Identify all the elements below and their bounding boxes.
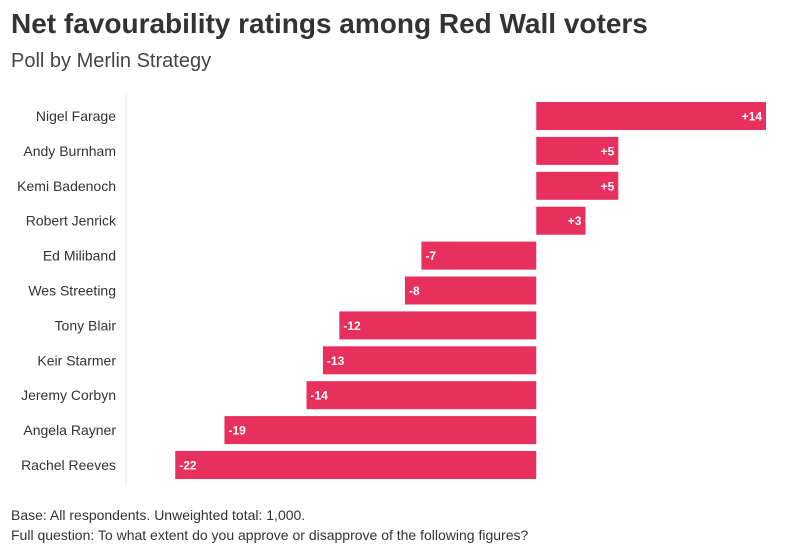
data-label-tony-blair: -12 xyxy=(343,319,361,333)
bar-ed-miliband xyxy=(421,241,537,270)
bar-angela-rayner xyxy=(224,416,537,445)
footer-base-note: Base: All respondents. Unweighted total:… xyxy=(11,507,306,523)
category-label-kemi-badenoch: Kemi Badenoch xyxy=(17,178,116,194)
data-label-andy-burnham: +5 xyxy=(601,144,615,158)
data-label-jeremy-corbyn: -14 xyxy=(311,389,329,403)
category-label-andy-burnham: Andy Burnham xyxy=(23,143,116,159)
bar-kemi-badenoch xyxy=(536,171,619,200)
data-label-robert-jenrick: +3 xyxy=(568,214,582,228)
bar-rachel-reeves xyxy=(175,451,537,479)
bar-tony-blair xyxy=(339,311,537,340)
category-label-tony-blair: Tony Blair xyxy=(55,317,117,333)
data-label-keir-starmer: -13 xyxy=(327,354,345,368)
bar-keir-starmer xyxy=(322,346,537,375)
data-label-ed-miliband: -7 xyxy=(425,249,436,263)
category-label-jeremy-corbyn: Jeremy Corbyn xyxy=(21,387,116,403)
chart-subtitle: Poll by Merlin Strategy xyxy=(11,50,212,72)
bar-chart: Nigel Farage Andy Burnham Kemi Badenoch Rob… xyxy=(17,94,766,487)
data-label-nigel-farage: +14 xyxy=(742,110,763,124)
footer-question-note: Full question: To what extent do you app… xyxy=(11,527,529,543)
category-label-nigel-farage: Nigel Farage xyxy=(36,108,116,124)
category-label-wes-streeting: Wes Streeting xyxy=(28,283,116,299)
chart-title: Net favourability ratings among Red Wall… xyxy=(11,8,648,39)
data-label-kemi-badenoch: +5 xyxy=(601,179,615,193)
bar-robert-jenrick xyxy=(536,206,586,235)
bar-nigel-farage xyxy=(536,102,766,130)
bar-jeremy-corbyn xyxy=(306,381,537,410)
category-label-angela-rayner: Angela Rayner xyxy=(23,422,116,438)
category-label-rachel-reeves: Rachel Reeves xyxy=(21,457,116,473)
data-label-rachel-reeves: -22 xyxy=(179,459,197,473)
category-label-keir-starmer: Keir Starmer xyxy=(37,352,116,368)
category-label-robert-jenrick: Robert Jenrick xyxy=(26,213,117,229)
category-label-ed-miliband: Ed Miliband xyxy=(43,248,116,264)
data-label-angela-rayner: -19 xyxy=(228,424,246,438)
data-label-wes-streeting: -8 xyxy=(409,284,420,298)
bar-wes-streeting xyxy=(404,276,537,305)
bar-andy-burnham xyxy=(536,136,619,165)
